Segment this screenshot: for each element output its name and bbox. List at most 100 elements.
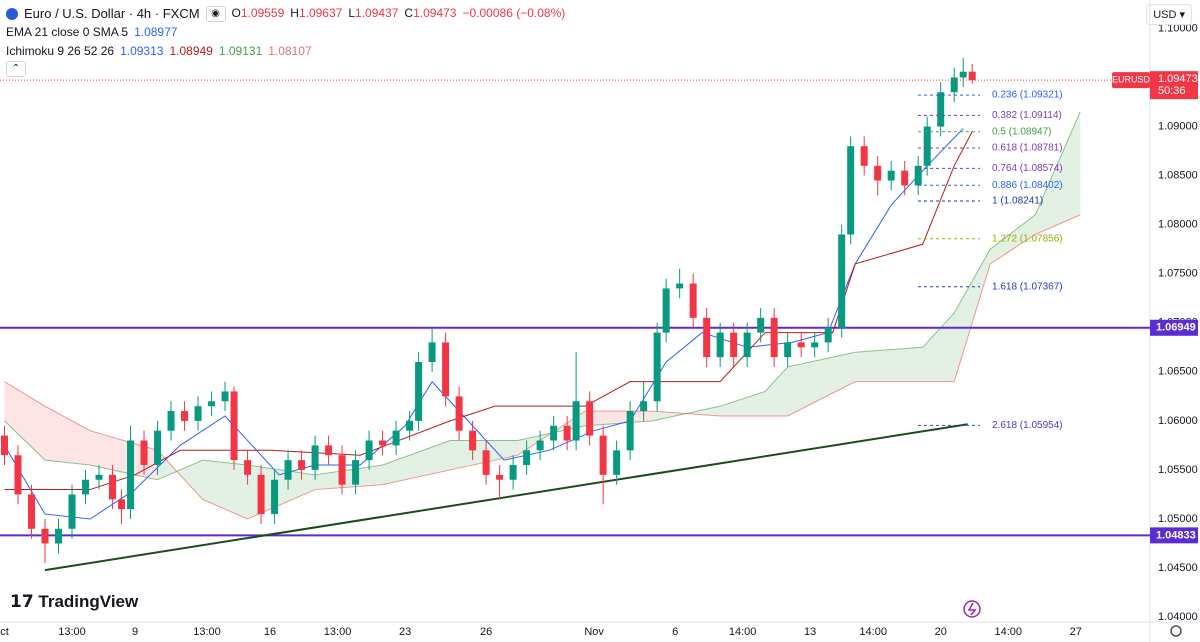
x-tick-label: 26 — [480, 626, 492, 638]
cloud-fill — [90, 430, 158, 480]
cloud-fill — [990, 214, 1036, 264]
y-tick-label: 1.05000 — [1158, 513, 1198, 525]
candle-body — [523, 450, 531, 466]
symbol-row: Euro / U.S. Dollar · 4h · FXCM ◉ O1.0955… — [6, 4, 565, 23]
indicator-line — [4, 128, 964, 520]
candle-body — [28, 494, 36, 529]
candle-body — [208, 401, 216, 407]
level-badge-value: 1.04833 — [1156, 529, 1196, 541]
candle-body — [586, 401, 594, 436]
cloud-fill — [1035, 111, 1081, 235]
indicator: Ichimoku 9 26 52 26 1.09313 1.08949 1.09131… — [6, 42, 565, 61]
price-badge — [1150, 71, 1198, 100]
trend-line — [44, 423, 968, 572]
candle-body — [703, 317, 711, 358]
brand: 𝟭𝟳 TradingView — [10, 592, 139, 611]
cloud-fill — [787, 352, 856, 416]
candle-body — [118, 499, 126, 510]
candle-body — [599, 435, 607, 475]
ohlc-label: O — [231, 6, 241, 20]
cloud-fill — [45, 406, 91, 466]
settings-icon[interactable] — [1170, 625, 1182, 637]
cloud-fill — [382, 440, 451, 485]
candle-body — [689, 283, 697, 318]
y-tick-label: 1.05500 — [1158, 464, 1198, 476]
x-tick-label: 13:00 — [193, 626, 221, 638]
y-tick-label: 1.07500 — [1158, 268, 1198, 280]
symbol[interactable]: Euro / U.S. Dollar · 4h · FXCM — [24, 6, 200, 21]
fib-label: 0.236 (1.09321) — [992, 90, 1063, 101]
candle-body — [221, 391, 229, 402]
candle-body — [874, 165, 882, 181]
candle-body — [860, 146, 868, 166]
candle-body — [469, 430, 477, 451]
fib-label: 1 (1.08241) — [992, 196, 1043, 207]
candle-body — [482, 450, 490, 475]
candle-body — [392, 430, 400, 446]
candle-body — [271, 479, 279, 515]
symbol-tag: EURUSD — [1112, 75, 1151, 85]
candle-body — [140, 440, 148, 466]
candle-body — [797, 342, 805, 348]
y-tick-label: 1.04000 — [1158, 611, 1198, 623]
fib-label: 1.618 (1.07367) — [992, 281, 1063, 292]
candle-body — [923, 126, 931, 166]
ohlc-item: C1.09473 — [404, 4, 456, 23]
alert-icon[interactable] — [963, 600, 981, 618]
candle-body — [14, 455, 22, 495]
indicator-line — [4, 131, 973, 491]
candle-body — [442, 342, 450, 397]
candle-body — [662, 288, 670, 333]
candle-body — [298, 460, 306, 470]
candle-body — [626, 411, 634, 451]
indicator-value: 1.09313 — [120, 44, 164, 58]
candle-body — [716, 332, 724, 358]
ohlc-value: 1.09473 — [413, 6, 457, 20]
ohlc-item: L1.09437 — [348, 4, 398, 23]
candle-body — [41, 528, 49, 544]
candle-body — [770, 317, 778, 358]
candle-body — [496, 474, 504, 480]
candle-body — [887, 170, 895, 181]
indicator-name: Ichimoku 9 26 52 26 — [6, 44, 115, 58]
cloud-span-b — [4, 214, 1081, 520]
fib-label: 0.764 (1.08574) — [992, 163, 1063, 174]
level-badge — [1150, 527, 1198, 544]
candle-body — [379, 440, 387, 446]
candle-body — [536, 440, 544, 451]
ohlc-value: 1.09637 — [298, 6, 343, 20]
change: −0.00086 (−0.08%) — [462, 6, 566, 20]
plot: 0.236 (1.09321) 0.382 (1.09114) 0.5 (1.089… — [0, 57, 1150, 572]
currency-button[interactable]: USD ▾ — [1146, 4, 1192, 25]
candle-body — [937, 92, 945, 127]
candle-body — [959, 71, 967, 78]
candle-body — [824, 327, 832, 343]
candle-body — [757, 317, 765, 333]
x-tick-label: 6 — [672, 626, 678, 638]
candle-body — [950, 77, 958, 93]
indicator-value: 1.08977 — [134, 25, 178, 39]
candle-body — [847, 146, 855, 235]
indicator-value: 1.08949 — [169, 44, 213, 58]
fib-label: 2.618 (1.05954) — [992, 420, 1063, 431]
collapse-button[interactable]: ⌃ — [6, 61, 26, 77]
ohlc-label: H — [290, 6, 299, 20]
ohlc-item: O1.09559 — [232, 4, 285, 23]
x-tick-label: 16 — [264, 626, 276, 638]
candle-body — [257, 474, 265, 515]
cloud-fill — [922, 312, 955, 382]
indicator-value: 1.08107 — [268, 44, 312, 58]
candle-body — [167, 411, 175, 431]
alert-bolt — [967, 602, 977, 616]
x-tick-label: 23 — [399, 626, 411, 638]
y-tick-label: 1.06000 — [1158, 415, 1198, 427]
x-tick-label: 14:00 — [994, 626, 1022, 638]
fib-label: 0.382 (1.09114) — [992, 110, 1062, 121]
candle-body — [82, 479, 90, 495]
candle-body — [550, 425, 558, 441]
candle-body — [194, 406, 202, 421]
cloud-span-a — [4, 111, 1081, 481]
legend: Euro / U.S. Dollar · 4h · FXCM ◉ O1.0955… — [6, 4, 565, 77]
candle-body — [95, 474, 103, 480]
